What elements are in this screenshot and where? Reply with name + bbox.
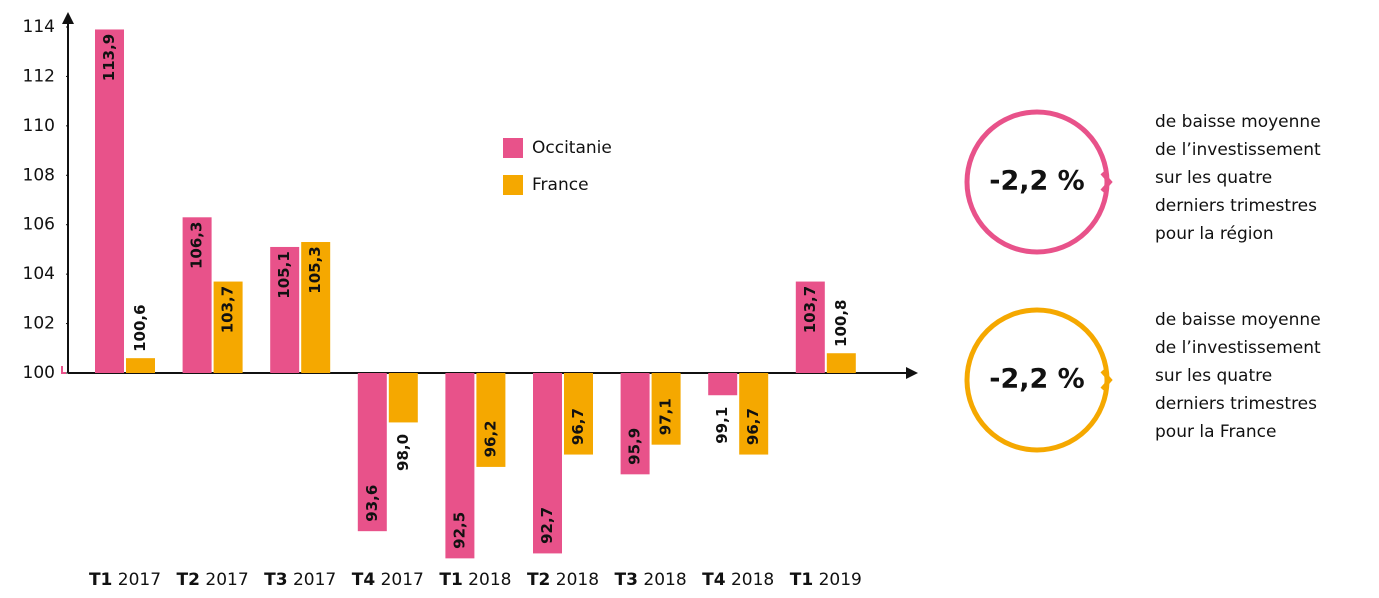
x-tick-label-part: 2017: [112, 570, 161, 590]
x-tick-label-part: 2017: [200, 570, 249, 590]
value-label: 105,1: [275, 251, 293, 298]
value-label: 95,9: [626, 428, 644, 465]
x-tick-label-part: T3: [615, 570, 638, 590]
annotation-text: derniers trimestres: [1155, 196, 1317, 216]
bar: [533, 373, 562, 554]
x-tick-label-part: T1: [89, 570, 112, 590]
x-tick-label: T1 2017: [89, 570, 161, 590]
x-tick-label: T1 2019: [790, 570, 862, 590]
x-tick-label-part: T4: [352, 570, 376, 590]
value-label: 103,7: [801, 286, 819, 333]
x-tick-label-part: 2017: [288, 570, 337, 590]
x-tick-label: T2 2018: [527, 570, 599, 590]
x-tick-label: T3 2017: [264, 570, 336, 590]
value-label: 103,7: [219, 286, 237, 333]
bar: [126, 358, 155, 373]
annotation-circle: [964, 307, 1110, 453]
bar: [564, 373, 593, 455]
x-tick-label-part: T3: [264, 570, 287, 590]
x-tick-label: T1 2018: [439, 570, 511, 590]
x-axis-arrow: [906, 367, 918, 379]
y-tick-label: 102: [23, 314, 55, 334]
value-label: 113,9: [100, 34, 118, 81]
x-tick-label: T4 2018: [702, 570, 774, 590]
value-label: 96,7: [569, 408, 587, 445]
bar: [301, 242, 331, 373]
y-tick-label: 114: [23, 17, 55, 37]
annotation-text: de baisse moyenne: [1155, 310, 1321, 330]
bar: [357, 373, 387, 532]
annotation-value: -2,2 %: [989, 364, 1085, 395]
annotation-text: derniers trimestres: [1155, 394, 1317, 414]
x-tick-label-part: T1: [790, 570, 813, 590]
x-tick-label-part: 2017: [375, 570, 424, 590]
bar: [388, 373, 418, 423]
annotation-chevron: [1100, 171, 1113, 193]
value-label: 98,0: [394, 434, 412, 471]
x-tick-label-part: T2: [527, 570, 550, 590]
value-label: 105,3: [306, 246, 324, 293]
x-tick-label-part: 2018: [463, 570, 512, 590]
x-tick-label-part: T2: [177, 570, 200, 590]
value-label: 96,2: [481, 420, 499, 457]
annotation-text: sur les quatre: [1155, 366, 1272, 386]
y-tick-label: 110: [23, 116, 55, 136]
bar: [795, 281, 825, 373]
legend-label: France: [532, 175, 589, 195]
value-label: 99,1: [713, 407, 731, 444]
y-axis-arrow: [62, 12, 74, 24]
annotation-value: -2,2 %: [989, 166, 1085, 197]
y-tick-label: 100: [23, 363, 55, 383]
x-tick-label-part: 2018: [550, 570, 599, 590]
x-tick-label-part: T4: [702, 570, 726, 590]
bar: [213, 281, 243, 373]
annotation-text: de l’investissement: [1155, 140, 1321, 160]
value-label: 93,6: [363, 485, 381, 522]
bar: [651, 373, 681, 445]
x-tick-label-part: 2018: [638, 570, 687, 590]
annotation-text: sur les quatre: [1155, 168, 1272, 188]
bar: [95, 29, 124, 373]
bar: [826, 353, 856, 373]
value-label: 92,5: [450, 512, 468, 549]
bar: [620, 373, 650, 475]
bar: [445, 373, 475, 559]
value-label: 96,7: [744, 408, 762, 445]
value-label: 106,3: [188, 222, 206, 269]
value-label: 92,7: [538, 507, 556, 544]
y-tick-label: 104: [23, 264, 55, 284]
annotation-text: pour la région: [1155, 224, 1274, 244]
annotation-circle: [964, 109, 1110, 255]
bar: [476, 373, 506, 467]
bar: [182, 217, 212, 373]
annotation-text: de baisse moyenne: [1155, 112, 1321, 132]
y-tick-label: 108: [23, 165, 55, 185]
x-tick-label-part: 2018: [726, 570, 775, 590]
x-tick-label: T2 2017: [177, 570, 249, 590]
x-tick-label-part: T1: [439, 570, 462, 590]
annotation-text: pour la France: [1155, 422, 1276, 442]
x-tick-label-part: 2019: [813, 570, 862, 590]
y-tick-label: 106: [23, 215, 55, 235]
value-label: 100,6: [131, 304, 149, 351]
value-label: 100,8: [832, 300, 850, 347]
annotation-text: de l’investissement: [1155, 338, 1321, 358]
x-tick-label: T3 2018: [615, 570, 687, 590]
legend-swatch: [503, 175, 523, 195]
annotation-chevron: [1100, 369, 1113, 391]
x-tick-label: T4 2017: [352, 570, 424, 590]
value-label: 97,1: [657, 398, 675, 435]
bar: [739, 373, 769, 455]
axis-corner: [61, 366, 66, 374]
bar: [270, 246, 300, 373]
bar: [708, 373, 738, 396]
legend-swatch: [503, 138, 523, 158]
legend-label: Occitanie: [532, 138, 612, 158]
y-tick-label: 112: [23, 66, 55, 86]
